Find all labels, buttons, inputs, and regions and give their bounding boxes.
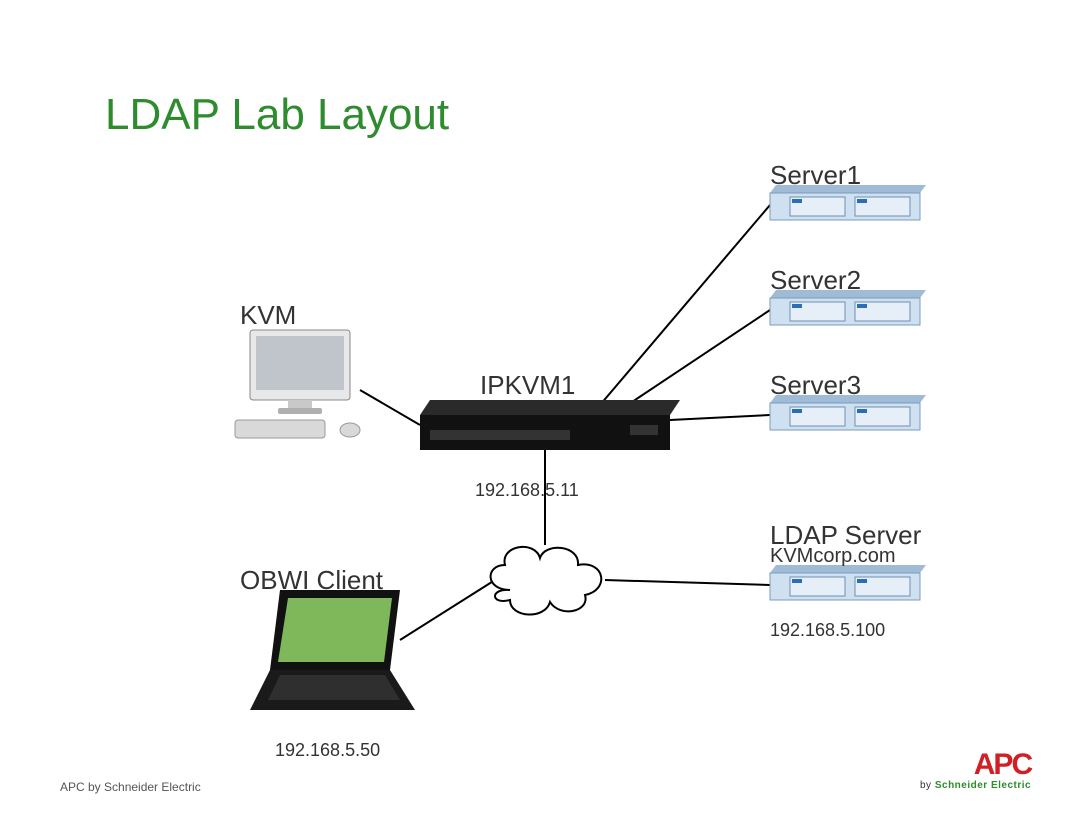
switch-icon bbox=[420, 400, 680, 450]
edge bbox=[620, 310, 770, 410]
edge bbox=[360, 390, 420, 425]
apc-logo: APC by Schneider Electric bbox=[920, 750, 1031, 791]
ldap-domain: KVMcorp.com bbox=[770, 545, 896, 568]
server1-label: Server1 bbox=[770, 160, 861, 191]
edge bbox=[400, 580, 495, 640]
laptop-icon bbox=[250, 590, 415, 710]
desktop-icon bbox=[235, 330, 360, 438]
ipkvm1-ip: 192.168.5.11 bbox=[475, 480, 579, 501]
apc-logo-se: Schneider Electric bbox=[935, 780, 1031, 791]
apc-logo-by: by bbox=[920, 780, 935, 791]
obwi-label: OBWI Client bbox=[240, 565, 383, 596]
server2-label: Server2 bbox=[770, 265, 861, 296]
kvm-label: KVM bbox=[240, 300, 296, 331]
rack-server-icon bbox=[770, 565, 926, 600]
footer-text: APC by Schneider Electric bbox=[60, 780, 201, 794]
page-title: LDAP Lab Layout bbox=[105, 90, 449, 140]
obwi-ip: 192.168.5.50 bbox=[275, 740, 380, 761]
edge bbox=[670, 415, 770, 420]
ldap-ip: 192.168.5.100 bbox=[770, 620, 885, 641]
apc-logo-brand: APC bbox=[920, 750, 1031, 780]
edge bbox=[605, 580, 770, 585]
server3-label: Server3 bbox=[770, 370, 861, 401]
ipkvm1-label: IPKVM1 bbox=[480, 370, 575, 401]
cloud-icon bbox=[491, 547, 602, 615]
edge bbox=[600, 205, 770, 405]
